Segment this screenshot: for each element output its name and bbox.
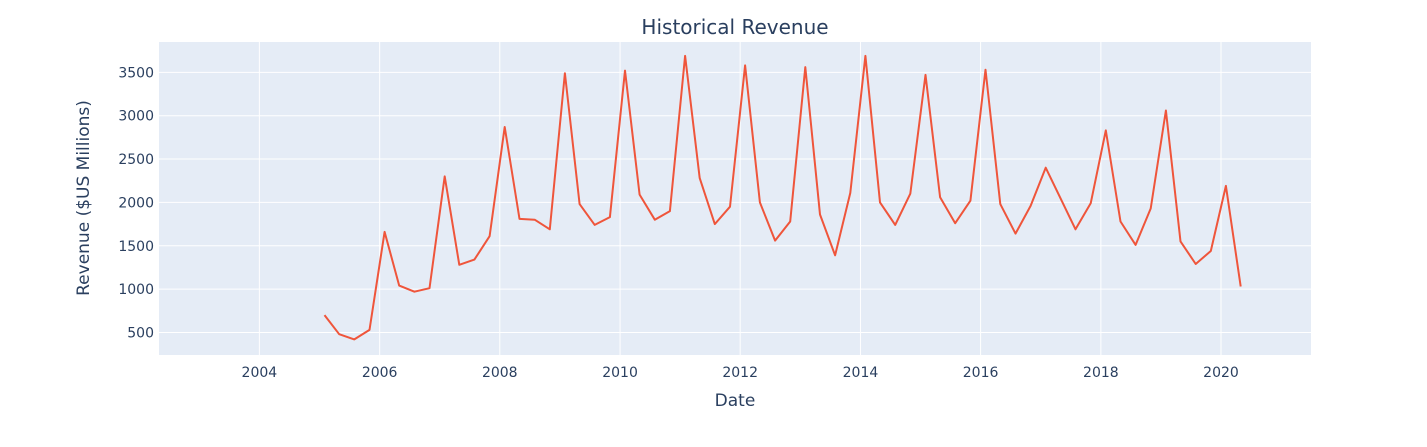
y-tick-label: 1000	[118, 282, 154, 298]
series-group	[323, 54, 1242, 341]
x-tick-label: 2006	[362, 365, 398, 381]
x-tick-label: 2018	[1083, 365, 1119, 381]
y-tick-label: 500	[127, 325, 154, 341]
x-tick-label: 2014	[843, 365, 879, 381]
revenue-series-line	[323, 54, 1242, 341]
x-axis-title: Date	[715, 391, 756, 411]
plot-area	[159, 42, 1311, 355]
x-tick-label: 2020	[1203, 365, 1239, 381]
y-tick-label: 3500	[118, 65, 154, 81]
chart-title: Historical Revenue	[641, 15, 828, 39]
x-tick-label: 2010	[602, 365, 638, 381]
y-tick-label: 1500	[118, 239, 154, 255]
y-tick-labels: 500 1000 1500 2000 2500 3000 3500	[118, 65, 154, 341]
x-tick-label: 2004	[242, 365, 278, 381]
y-tick-label: 3000	[118, 109, 154, 125]
y-axis-title: Revenue ($US Millions)	[74, 100, 94, 296]
x-tick-label: 2012	[722, 365, 758, 381]
x-tick-labels: 2004 2006 2008 2010 2012 2014 2016 2018 2020	[242, 365, 1239, 381]
x-tick-label: 2008	[482, 365, 518, 381]
y-tick-label: 2500	[118, 152, 154, 168]
x-tick-label: 2016	[963, 365, 999, 381]
y-tick-label: 2000	[118, 195, 154, 211]
